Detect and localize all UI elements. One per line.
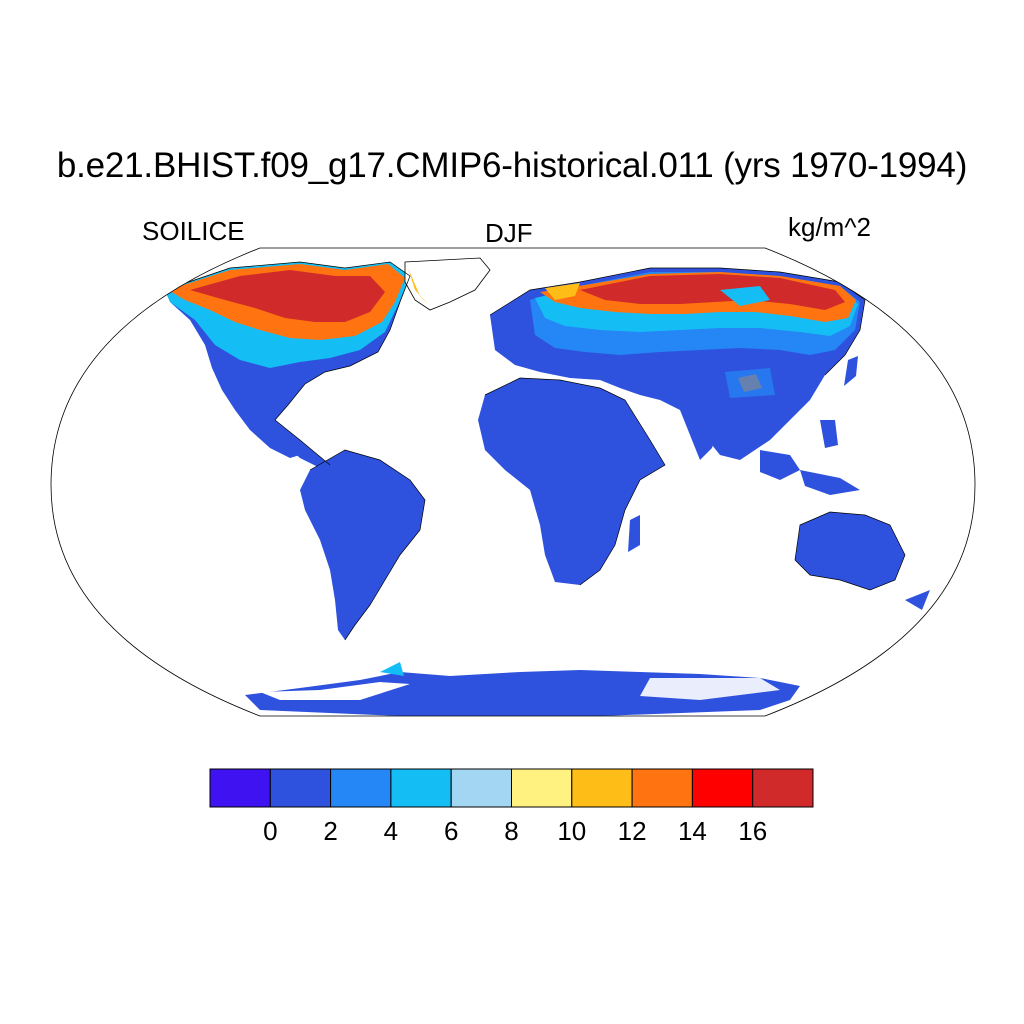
colorbar-tick-label: 6 [444, 816, 458, 846]
colorbar-swatch [571, 768, 633, 808]
colorbar-tick-label: 14 [678, 816, 707, 846]
colorbar-swatch [390, 768, 452, 808]
colorbar-tick-label: 0 [263, 816, 277, 846]
india [680, 405, 720, 460]
central-america [275, 420, 330, 468]
colorbar-swatch [511, 768, 573, 808]
colorbar-tick-label: 16 [738, 816, 767, 846]
colorbar-swatch [330, 768, 392, 808]
season-label: DJF [485, 218, 533, 248]
colorbar-tick-label: 12 [618, 816, 647, 846]
greenland [404, 257, 491, 311]
units-label: kg/m^2 [788, 212, 872, 242]
colorbar-tick-label: 8 [504, 816, 518, 846]
australia [795, 512, 905, 590]
colorbar-swatch [450, 768, 513, 808]
colorbar-swatch [691, 768, 754, 808]
south-america [300, 450, 425, 640]
eurasia-peak [580, 274, 845, 310]
colorbar-tick-label: 2 [323, 816, 337, 846]
north-america-peak [190, 270, 385, 322]
map-boundary [50, 247, 976, 717]
colorbar-tick-label: 10 [557, 816, 586, 846]
colorbar-swatch [752, 768, 814, 808]
plot-title: b.e21.BHIST.f09_g17.CMIP6-historical.011… [56, 146, 968, 185]
variable-label: SOILICE [142, 216, 245, 246]
colorbar-swatch [209, 768, 271, 808]
colorbar-swatch [631, 768, 693, 808]
colorbar-swatch [269, 768, 332, 808]
colorbar-tick-label: 4 [384, 816, 398, 846]
